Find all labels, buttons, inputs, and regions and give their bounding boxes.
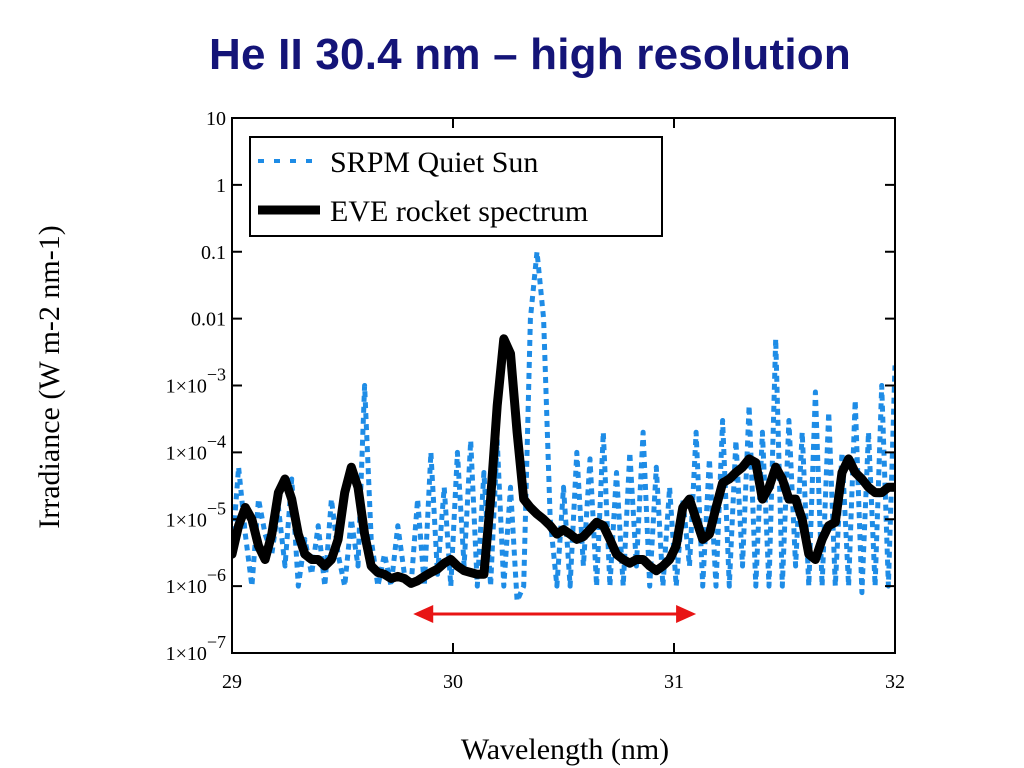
- x-tick-label: 29: [222, 671, 242, 693]
- y-tick-label-base: 1×10: [166, 442, 207, 464]
- legend-label-eve: EVE rocket spectrum: [330, 195, 588, 228]
- y-tick-label: 1×10−3: [166, 365, 226, 398]
- legend: SRPM Quiet Sun EVE rocket spectrum: [249, 136, 663, 237]
- y-tick-label: 1×10−7: [166, 632, 226, 665]
- y-tick-label-exponent: −6: [207, 565, 226, 585]
- y-tick-label-base: 1×10: [166, 509, 207, 531]
- x-axis-label: Wavelength (nm): [460, 733, 670, 766]
- y-tick-label-base: 1×10: [166, 376, 207, 398]
- annotation-layer: [413, 605, 697, 623]
- y-axis-label: Irradiance (W m-2 nm-1): [33, 225, 66, 529]
- page-title: He II 30.4 nm – high resolution: [209, 30, 851, 79]
- series-layer: [232, 249, 895, 604]
- y-tick-label-exponent: −4: [207, 431, 226, 451]
- range-arrow-left-head: [413, 605, 434, 623]
- tick-layer: 1010.10.011×10−31×10−41×10−51×10−61×10−7…: [166, 108, 905, 693]
- legend-label-srpm: SRPM Quiet Sun: [330, 146, 538, 179]
- y-tick-label-base: 1×10: [166, 643, 207, 665]
- y-tick-label-base: 0.01: [191, 309, 226, 331]
- legend-box: [249, 136, 663, 237]
- y-tick-label-exponent: −7: [207, 632, 226, 652]
- plot-frame: [231, 117, 896, 654]
- y-tick-label: 10: [206, 108, 226, 130]
- series-eve-rocket-line: [232, 334, 895, 588]
- y-tick-label: 1: [216, 175, 226, 197]
- y-tick-label-base: 1×10: [166, 576, 207, 598]
- y-tick-label: 0.01: [191, 309, 226, 331]
- y-tick-label: 1×10−4: [166, 431, 226, 464]
- y-tick-label: 1×10−5: [166, 498, 226, 531]
- range-arrow-right-head: [676, 605, 697, 623]
- x-tick-label: 30: [443, 671, 463, 693]
- y-tick-label: 0.1: [201, 242, 226, 264]
- y-tick-label-base: 10: [206, 108, 226, 130]
- y-tick-label-exponent: −5: [207, 498, 226, 518]
- x-tick-label: 31: [664, 671, 684, 693]
- series-srpm-quiet-sun-line: [232, 249, 895, 604]
- y-tick-label-exponent: −3: [207, 365, 226, 385]
- y-tick-label-base: 0.1: [201, 242, 226, 264]
- x-tick-label: 32: [885, 671, 905, 693]
- y-tick-label-base: 1: [216, 175, 226, 197]
- y-tick-label: 1×10−6: [166, 565, 226, 598]
